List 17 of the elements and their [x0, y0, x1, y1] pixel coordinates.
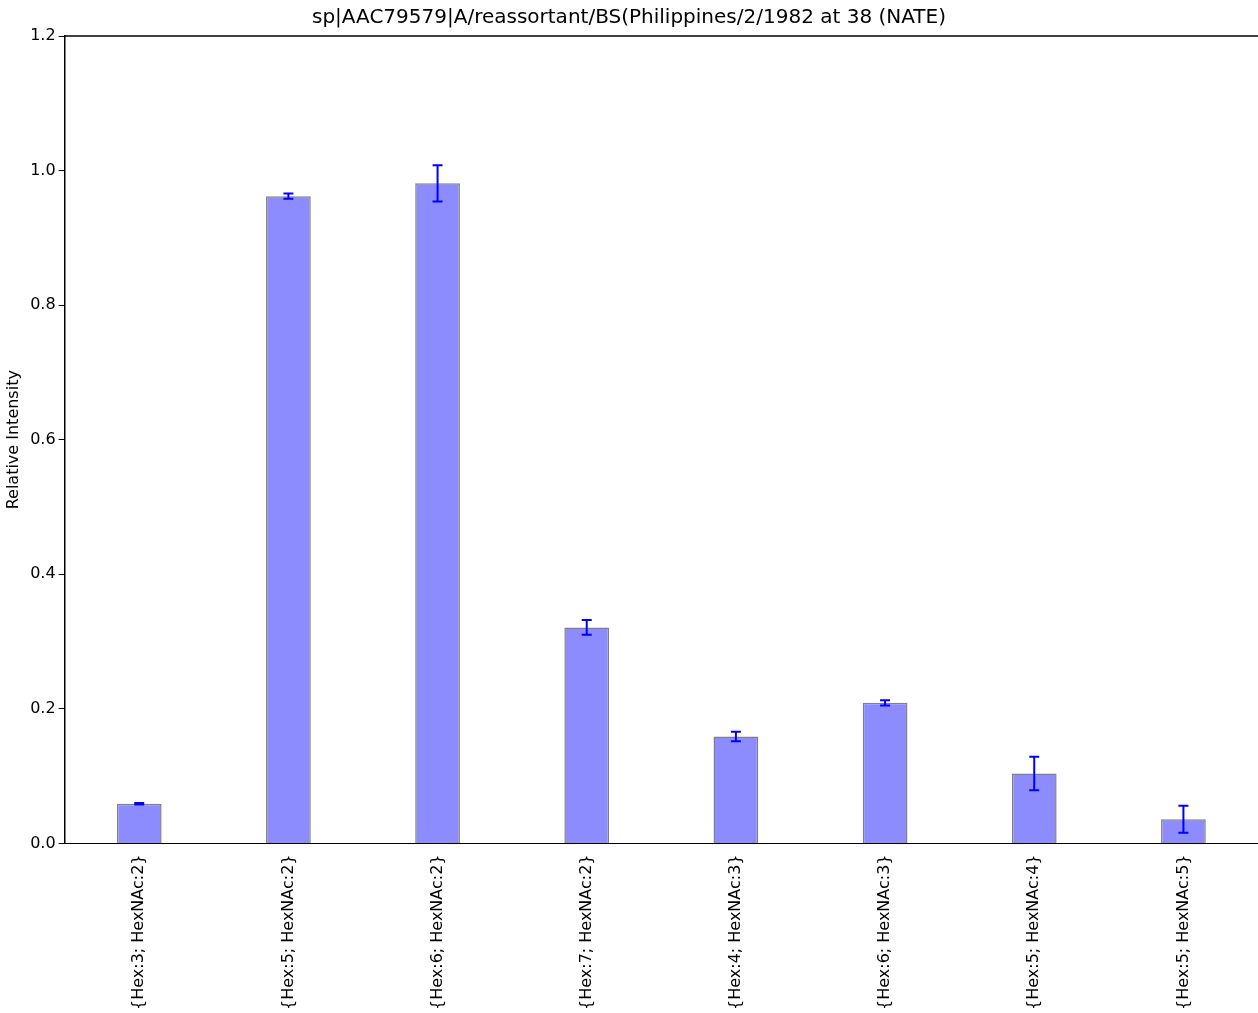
- x-tick-label: {Hex:5; HexNAc:4}: [1023, 854, 1043, 1010]
- chart-title: sp|AAC79579|A/reassortant/BS(Philippines/2/1982 at 38 (NATE): [311, 4, 947, 29]
- y-tick-label: 0.6: [30, 428, 56, 448]
- y-tick-label: 0.8: [30, 294, 56, 314]
- x-tick-label: {Hex:4; HexNAc:3}: [725, 854, 745, 1010]
- y-tick-label: 0.0: [30, 832, 56, 852]
- x-tick-label: {Hex:5; HexNAc:2}: [277, 854, 297, 1010]
- x-tick-label: {Hex:7; HexNAc:2}: [575, 854, 595, 1010]
- y-tick-label: 0.2: [30, 698, 56, 718]
- y-axis-title: Relative Intensity: [2, 370, 22, 510]
- y-tick-label: 1.0: [30, 159, 56, 179]
- y-tick-label: 1.2: [30, 25, 56, 45]
- y-tick-label: 0.4: [30, 563, 56, 583]
- x-tick-label: {Hex:3; HexNAc:2}: [128, 854, 148, 1010]
- x-tick-label: {Hex:5; HexNAc:5}: [1172, 854, 1192, 1010]
- x-tick-label: {Hex:6; HexNAc:3}: [874, 854, 894, 1010]
- x-tick-label: {Hex:6; HexNAc:2}: [426, 854, 446, 1010]
